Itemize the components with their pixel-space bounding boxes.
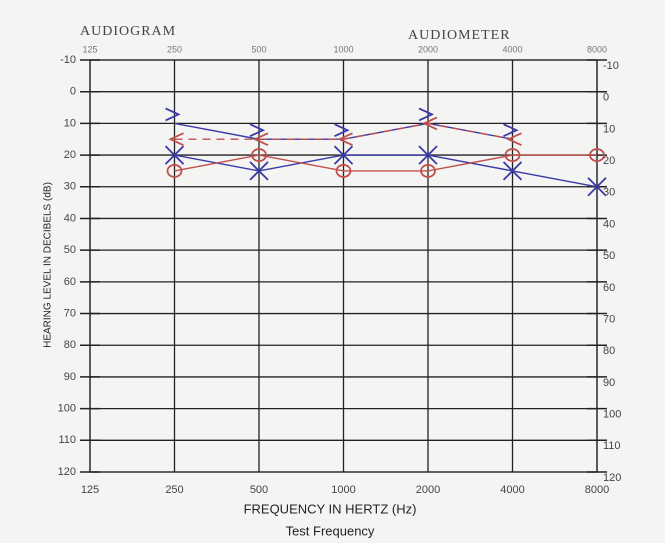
y-tick-label: 50 (603, 250, 615, 262)
y-tick-label: 120 (603, 472, 621, 484)
x-tick-label: 2000 (418, 44, 438, 54)
y-tick-label: 70 (64, 307, 76, 319)
y-tick-label: 40 (64, 212, 76, 224)
x-tick-label: 250 (167, 44, 182, 54)
x-tick-label: 1000 (331, 484, 355, 496)
x-tick-label: 1000 (333, 44, 353, 54)
y-tick-label: 10 (603, 123, 615, 135)
y-tick-label: -10 (603, 60, 619, 72)
y-tick-label: 60 (64, 276, 76, 288)
y-tick-label: 60 (603, 282, 615, 294)
x-tick-label: 4000 (500, 484, 524, 496)
y-tick-label: 100 (58, 403, 76, 415)
x-tick-label: 125 (82, 44, 97, 54)
y-tick-label: 100 (603, 409, 621, 421)
y-tick-label: 50 (64, 244, 76, 256)
y-tick-label: 110 (58, 434, 76, 446)
y-tick-label: 0 (603, 92, 609, 104)
y-tick-label: 120 (58, 466, 76, 478)
y-tick-label: 30 (64, 181, 76, 193)
y-tick-label: 90 (64, 371, 76, 383)
y-tick-label: 80 (64, 339, 76, 351)
y-tick-label: 20 (603, 155, 615, 167)
y-tick-label: 0 (70, 86, 76, 98)
y-tick-label: 10 (64, 117, 76, 129)
chart-title: AUDIOGRAM (80, 24, 176, 39)
x-tick-label: 250 (165, 484, 183, 496)
audiogram-photo: AUDIOGRAM AUDIOMETER FREQUENCY IN HERTZ … (0, 0, 665, 543)
y-tick-label: 40 (603, 218, 615, 230)
y-tick-label: 110 (603, 440, 621, 452)
y-tick-label: -10 (60, 54, 76, 66)
x-tick-label: 4000 (502, 44, 522, 54)
y-axis-title: HEARING LEVEL IN DECIBELS (dB) (43, 182, 54, 348)
y-tick-label: 30 (603, 187, 615, 199)
x-tick-label: 125 (81, 484, 99, 496)
x-axis-title: FREQUENCY IN HERTZ (Hz) (244, 501, 417, 516)
x-tick-label: 8000 (585, 484, 609, 496)
x-axis-subtitle: Test Frequency (286, 523, 375, 538)
y-tick-label: 90 (603, 377, 615, 389)
y-tick-label: 80 (603, 345, 615, 357)
chart-subtitle: AUDIOMETER (408, 28, 511, 43)
x-tick-label: 2000 (416, 484, 440, 496)
y-tick-label: 20 (64, 149, 76, 161)
x-tick-label: 500 (250, 484, 268, 496)
x-tick-label: 8000 (587, 44, 607, 54)
x-tick-label: 500 (251, 44, 266, 54)
y-tick-label: 70 (603, 313, 615, 325)
paper (0, 0, 665, 543)
